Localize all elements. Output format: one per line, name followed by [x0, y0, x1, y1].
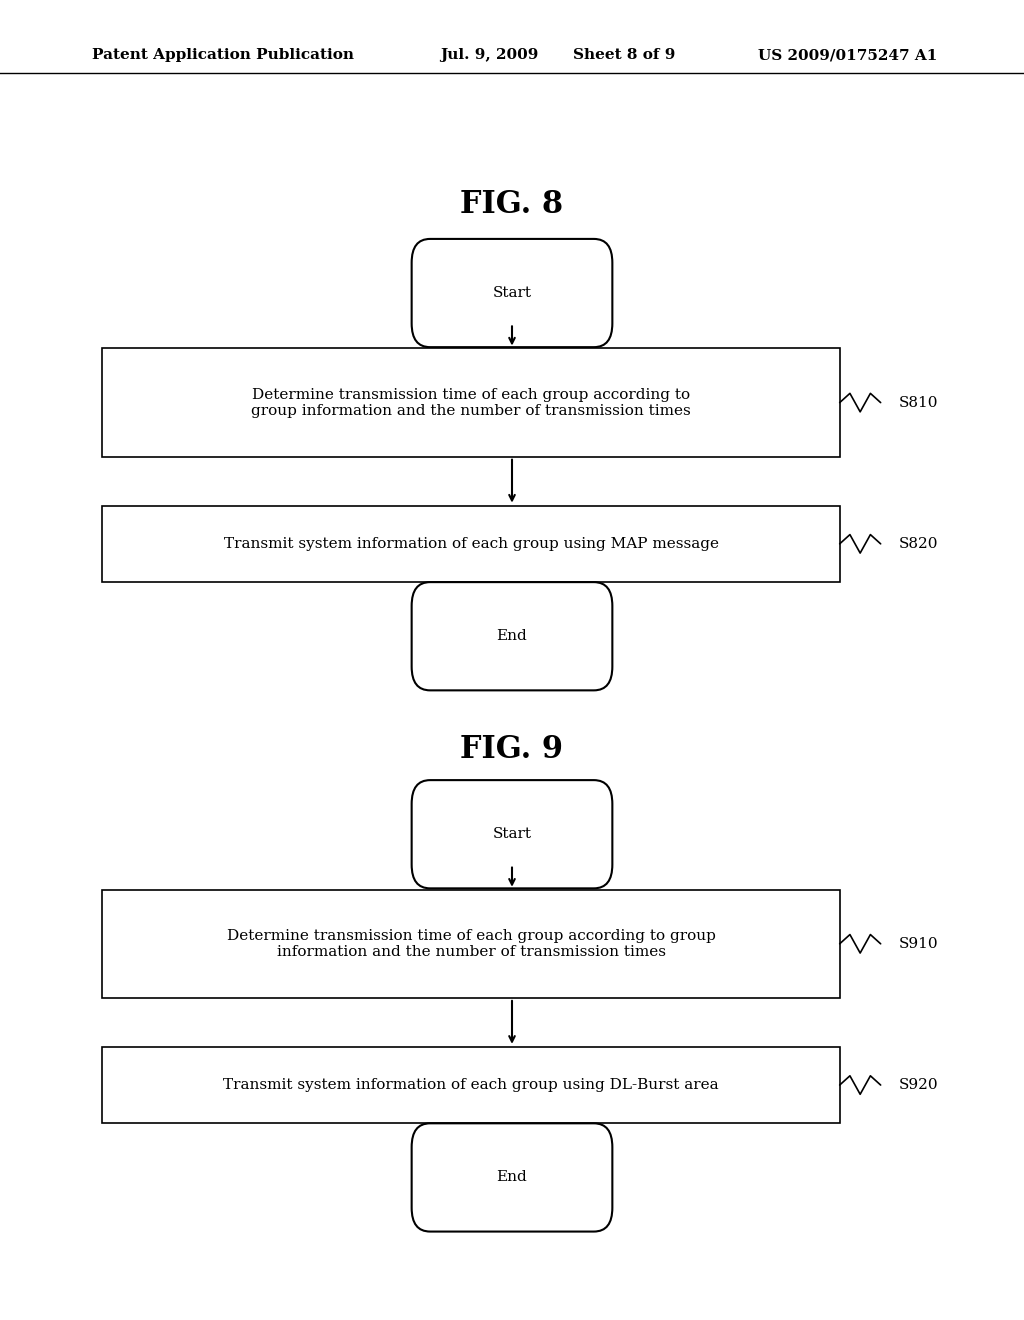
FancyBboxPatch shape [412, 239, 612, 347]
Text: End: End [497, 1171, 527, 1184]
Text: S810: S810 [899, 396, 939, 409]
Text: Start: Start [493, 286, 531, 300]
Text: Patent Application Publication: Patent Application Publication [92, 49, 354, 62]
Text: Sheet 8 of 9: Sheet 8 of 9 [573, 49, 676, 62]
FancyBboxPatch shape [412, 1123, 612, 1232]
Bar [102, 348, 840, 457]
Text: US 2009/0175247 A1: US 2009/0175247 A1 [758, 49, 937, 62]
Text: End: End [497, 630, 527, 643]
Bar [102, 506, 840, 582]
FancyBboxPatch shape [412, 582, 612, 690]
Text: S820: S820 [899, 537, 939, 550]
Bar [102, 890, 840, 998]
FancyBboxPatch shape [412, 780, 612, 888]
Text: Transmit system information of each group using MAP message: Transmit system information of each grou… [223, 537, 719, 550]
Bar [102, 1047, 840, 1123]
Text: Jul. 9, 2009: Jul. 9, 2009 [440, 49, 539, 62]
Text: S910: S910 [899, 937, 939, 950]
Text: Determine transmission time of each group according to group
information and the: Determine transmission time of each grou… [226, 929, 716, 958]
Text: S920: S920 [899, 1078, 939, 1092]
Text: FIG. 8: FIG. 8 [461, 189, 563, 220]
Text: Determine transmission time of each group according to
group information and the: Determine transmission time of each grou… [251, 388, 691, 417]
Text: Start: Start [493, 828, 531, 841]
Text: FIG. 9: FIG. 9 [461, 734, 563, 766]
Text: Transmit system information of each group using DL-Burst area: Transmit system information of each grou… [223, 1078, 719, 1092]
